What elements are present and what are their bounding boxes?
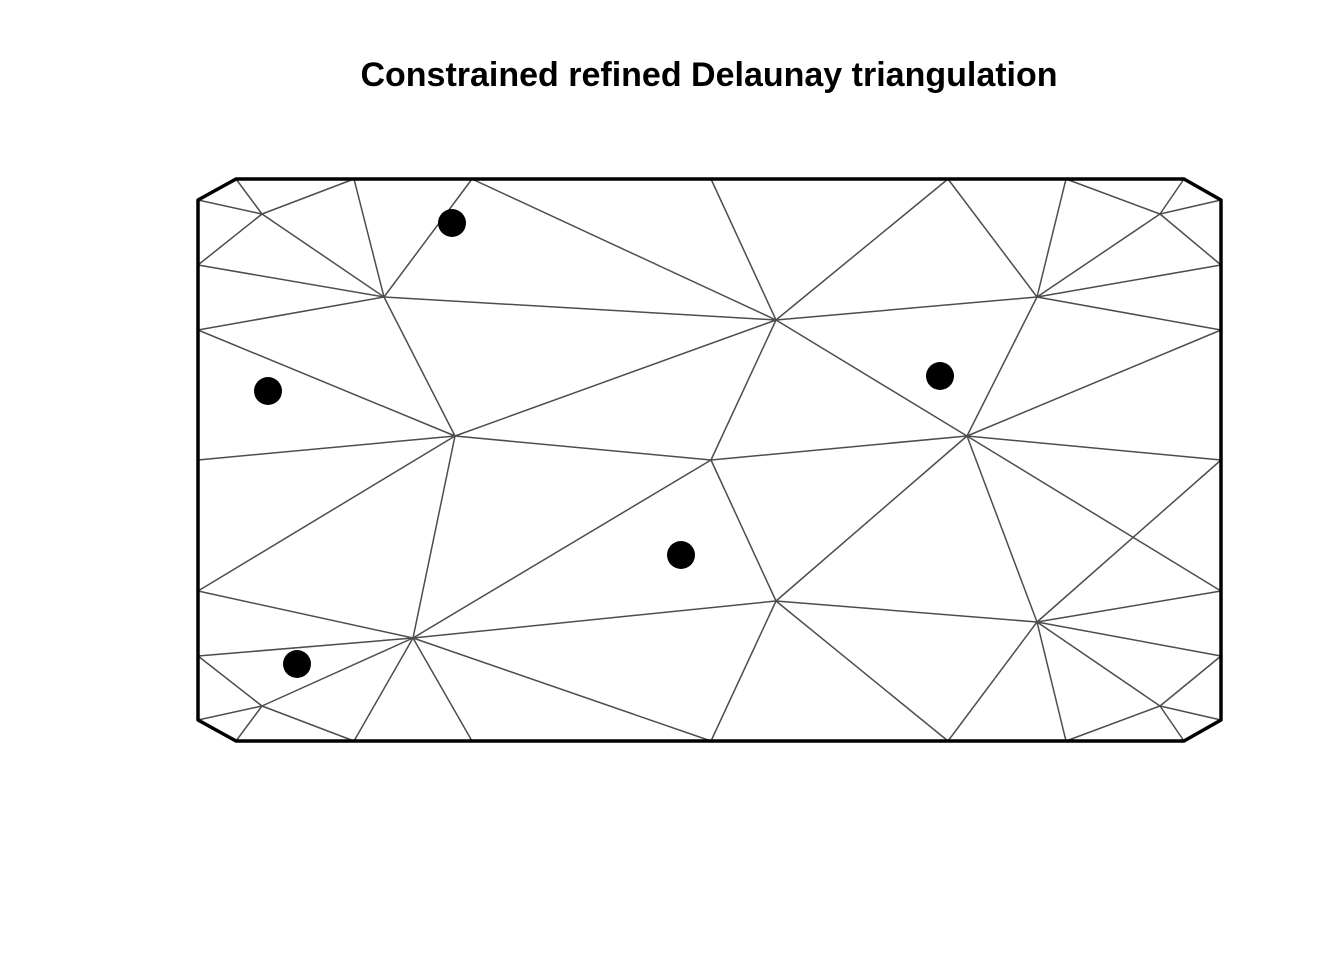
mesh-edge xyxy=(383,296,456,437)
mesh-edge xyxy=(1036,264,1222,298)
mesh-edge xyxy=(1036,459,1222,623)
mesh-edge xyxy=(261,178,355,215)
mesh-edge xyxy=(947,621,1038,742)
mesh-edge xyxy=(383,296,777,321)
mesh-edge xyxy=(775,435,968,602)
mesh-edge xyxy=(710,459,777,602)
mesh-edge xyxy=(235,705,263,742)
mesh-edge xyxy=(1159,199,1222,215)
mesh-edge xyxy=(197,705,263,721)
mesh-edge xyxy=(197,637,414,657)
mesh-edge xyxy=(412,637,473,742)
mesh-edge xyxy=(1036,296,1222,331)
mesh-edge xyxy=(412,600,777,639)
mesh-edge xyxy=(1159,178,1185,215)
mesh-edge xyxy=(775,178,949,321)
mesh-edge xyxy=(1159,705,1222,721)
mesh-edge xyxy=(454,319,777,437)
mesh-edge xyxy=(966,296,1038,437)
mesh-edge xyxy=(353,637,414,742)
mesh-edge xyxy=(966,435,1038,623)
mesh-edge xyxy=(197,435,456,592)
mesh-edge xyxy=(1036,178,1067,298)
mesh-edge xyxy=(197,296,385,331)
mesh-edge xyxy=(1159,705,1185,742)
mesh-edge xyxy=(1159,213,1222,266)
observation-points xyxy=(254,209,954,678)
mesh-edge xyxy=(261,705,355,742)
mesh-edge xyxy=(1159,655,1222,707)
mesh-edge xyxy=(412,637,712,742)
mesh-edge xyxy=(412,435,456,639)
domain-boundary xyxy=(196,177,1223,743)
mesh-edge xyxy=(710,600,777,742)
mesh-edge xyxy=(947,178,1038,298)
mesh-edge xyxy=(1036,621,1067,742)
mesh-edge xyxy=(197,213,263,266)
mesh-edge xyxy=(775,319,968,437)
observation-point xyxy=(283,650,311,678)
observation-point xyxy=(667,541,695,569)
mesh-edge xyxy=(1065,705,1161,742)
figure-title: Constrained refined Delaunay triangulati… xyxy=(360,56,1058,94)
mesh-edge xyxy=(197,590,414,639)
mesh-edge xyxy=(1065,178,1161,215)
mesh-edge xyxy=(1036,621,1222,657)
observation-point xyxy=(438,209,466,237)
mesh-edge xyxy=(966,435,1222,592)
observation-point xyxy=(254,377,282,405)
mesh-edge xyxy=(710,178,777,321)
mesh-edge xyxy=(1036,590,1222,623)
mesh-edge xyxy=(261,637,414,707)
mesh-edge xyxy=(710,319,777,461)
mesh-edge xyxy=(383,178,473,298)
mesh-edge xyxy=(775,600,949,742)
mesh-edge xyxy=(235,178,263,215)
mesh-edge xyxy=(197,329,456,437)
mesh-edge xyxy=(454,435,712,461)
mesh-edge xyxy=(412,459,712,639)
mesh-edge xyxy=(197,199,263,215)
mesh-edge xyxy=(261,213,385,298)
mesh-edge xyxy=(775,296,1038,321)
mesh-edges xyxy=(197,178,1222,742)
mesh-edge xyxy=(197,435,456,461)
mesh-edge xyxy=(710,435,968,461)
mesh-edge xyxy=(1036,213,1161,298)
mesh-edge xyxy=(966,435,1222,461)
mesh-edge xyxy=(353,178,385,298)
mesh-edge xyxy=(775,600,1038,623)
mesh-edge xyxy=(966,329,1222,437)
mesh-edge xyxy=(1036,621,1161,707)
mesh-edge xyxy=(471,178,777,321)
observation-point xyxy=(926,362,954,390)
mesh-edge xyxy=(197,264,385,298)
mesh-edge xyxy=(197,655,263,707)
